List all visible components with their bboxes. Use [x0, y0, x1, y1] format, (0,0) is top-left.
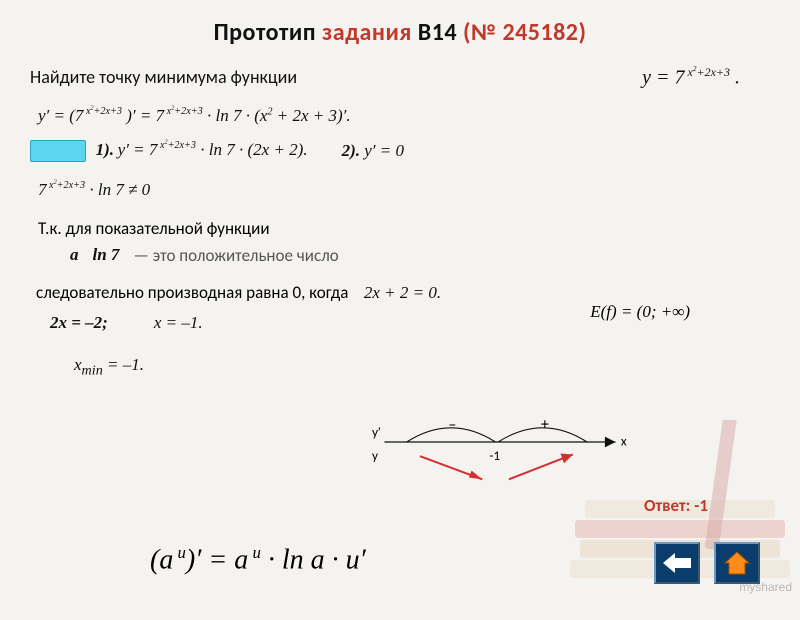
x-min-result: xmin = –1. — [74, 355, 770, 379]
svg-text:x: x — [621, 433, 627, 450]
step-1: 1). y′ = 7 x2+2x+3 · ln 7 · (2x + 2). — [30, 140, 308, 162]
ln7-positive-note: a ln 7 — это положительное число — [70, 245, 770, 266]
svg-text:–: – — [448, 416, 456, 435]
answer-label: Ответ: -1 — [644, 495, 708, 516]
solve-eq-1: 2x = –2; — [50, 313, 108, 333]
svg-text:-1: -1 — [489, 447, 500, 464]
back-arrow-icon — [663, 552, 691, 574]
solve-eq-2: x = –1. — [154, 313, 203, 333]
conclusion-text: следовательно производная равна 0, когда… — [36, 282, 770, 303]
svg-text:+: + — [541, 416, 549, 435]
note-exponential: Т.к. для показательной функции — [38, 218, 770, 239]
derivative-rule: (a u)′ = a u · ln a · u′ — [150, 543, 366, 576]
sign-diagram: y′ y x – + -1 — [350, 410, 650, 490]
step-2: 2). y′ = 0 — [342, 141, 404, 161]
home-icon — [723, 550, 751, 576]
derivative-expansion: y′ = (7 x2+2x+3 )′ = 7 x2+2x+3 · ln 7 · … — [38, 106, 770, 126]
range-def: E(f) = (0; +∞) — [590, 302, 690, 322]
step-marker-icon — [30, 140, 86, 162]
svg-text:y′: y′ — [372, 424, 381, 441]
home-button[interactable] — [714, 542, 760, 584]
task-prompt: Найдите точку минимума функции — [30, 66, 297, 88]
svg-text:y: y — [372, 447, 378, 464]
back-button[interactable] — [654, 542, 700, 584]
page-title: Прототип задания B14 (№ 245182) — [30, 18, 770, 47]
main-function: y = 7 x2+2x+3 . — [642, 65, 740, 90]
watermark: myshared — [739, 580, 792, 594]
nonzero-condition: 7 x2+2x+3 · ln 7 ≠ 0 — [38, 180, 770, 200]
